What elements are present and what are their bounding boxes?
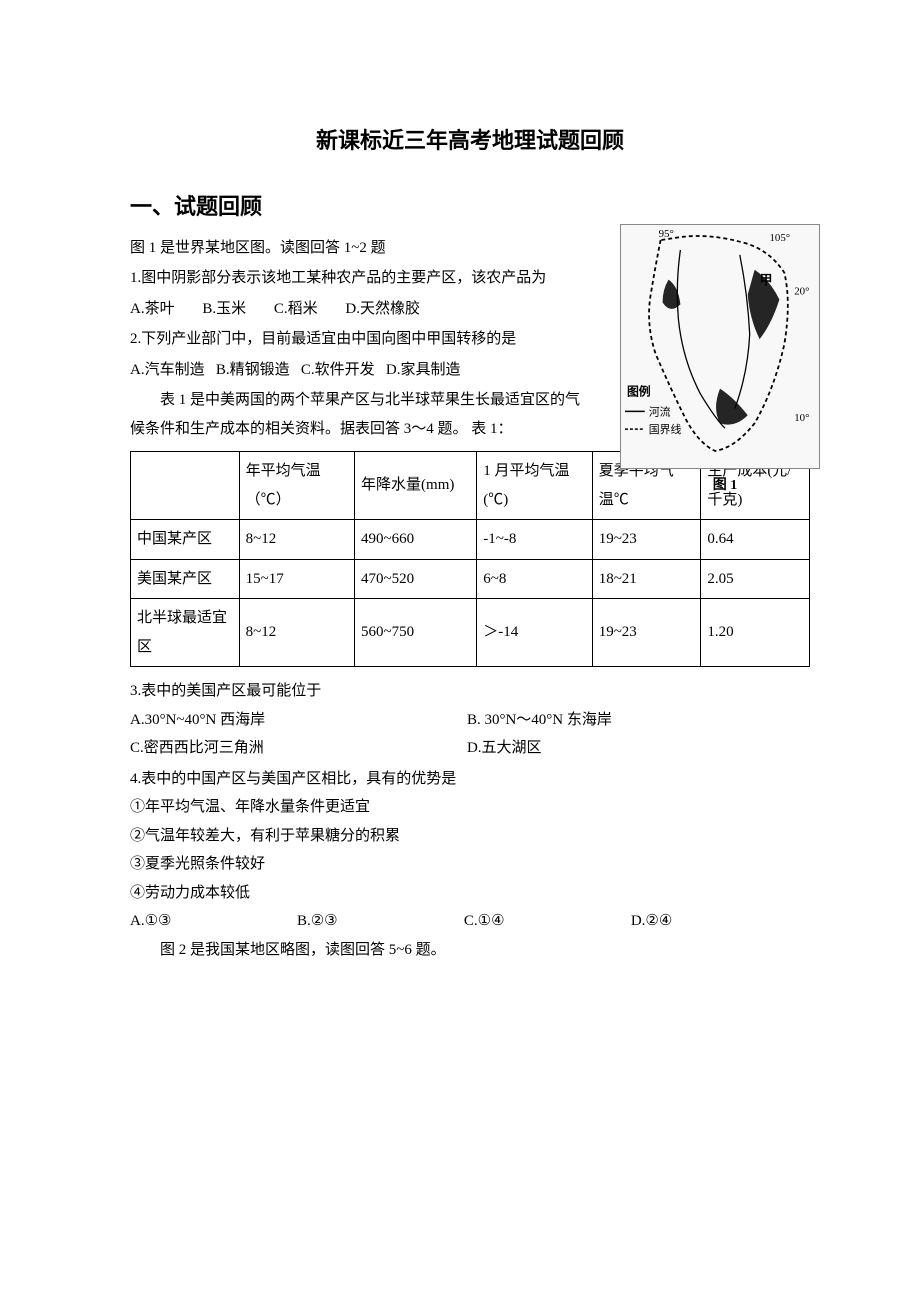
q1-opt-b: B.玉米: [202, 295, 246, 324]
legend-border: 国界线: [649, 422, 682, 436]
map-label-105: 105°: [770, 232, 791, 244]
fig2-intro: 图 2 是我国某地区略图，读图回答 5~6 题。: [130, 936, 810, 965]
th-2: 年降水量(mm): [355, 452, 477, 520]
td: 8~12: [239, 599, 354, 667]
table-intro: 表 1 是中美两国的两个苹果产区与北半球苹果生长最适宜区的气候条件和生产成本的相…: [130, 386, 590, 443]
section-heading: 一、试题回顾: [130, 186, 810, 228]
map-label-95: 95°: [659, 228, 674, 240]
page-title: 新课标近三年高考地理试题回顾: [130, 120, 810, 162]
td: 470~520: [355, 559, 477, 599]
legend-river: 河流: [649, 404, 671, 418]
q2-options: A.汽车制造 B.精钢锻造 C.软件开发 D.家具制造: [130, 356, 590, 385]
q3-opt-b: B. 30°N～40°N 东海岸: [467, 706, 800, 735]
q3-options-1: A.30°N~40°N 西海岸 B. 30°N～40°N 东海岸: [130, 706, 810, 735]
q1-stem: 1.图中阴影部分表示该地工某种农产品的主要产区，该农产品为: [130, 264, 590, 293]
figure-1-caption: 图 1: [620, 473, 830, 500]
th-0: [131, 452, 240, 520]
q1-options: A.茶叶 B.玉米 C.稻米 D.天然橡胶: [130, 295, 590, 324]
q3-opt-c: C.密西西比河三角洲: [130, 734, 463, 763]
intro-block: 95° 105° 20° 10° 甲 图例 河流 国界线 图 1 图 1 是世界…: [130, 234, 810, 444]
q3-stem: 3.表中的美国产区最可能位于: [130, 677, 810, 706]
q4-o3: ③夏季光照条件较好: [130, 850, 810, 879]
map-label-jia: 甲: [760, 273, 773, 287]
q2-opt-c: C.软件开发: [301, 362, 375, 378]
th-3: 1 月平均气温(℃): [477, 452, 592, 520]
q4-opt-b: B.②③: [297, 907, 460, 936]
q1-opt-d: D.天然橡胶: [345, 295, 420, 324]
td: ＞-14: [477, 599, 592, 667]
td: 中国某产区: [131, 520, 240, 560]
td: 6~8: [477, 559, 592, 599]
td: 18~21: [592, 559, 701, 599]
map-svg: 95° 105° 20° 10° 甲 图例 河流 国界线: [621, 225, 819, 468]
q4-o1: ①年平均气温、年降水量条件更适宜: [130, 793, 810, 822]
q4-opt-a: A.①③: [130, 907, 293, 936]
td: 490~660: [355, 520, 477, 560]
q4-o2: ②气温年较差大，有利于苹果糖分的积累: [130, 822, 810, 851]
map-label-10: 10°: [794, 412, 809, 424]
q4-opt-d: D.②④: [631, 907, 794, 936]
q1-opt-a: A.茶叶: [130, 295, 175, 324]
figure-1: 95° 105° 20° 10° 甲 图例 河流 国界线 图 1: [620, 224, 830, 500]
q3-opt-a: A.30°N~40°N 西海岸: [130, 706, 463, 735]
q2-opt-a: A.汽车制造: [130, 362, 205, 378]
table-row: 北半球最适宜区 8~12 560~750 ＞-14 19~23 1.20: [131, 599, 810, 667]
td: 北半球最适宜区: [131, 599, 240, 667]
td: 19~23: [592, 599, 701, 667]
map-figure: 95° 105° 20° 10° 甲 图例 河流 国界线: [620, 224, 820, 469]
td: 2.05: [701, 559, 810, 599]
q2-opt-d: D.家具制造: [386, 362, 461, 378]
q4-o4: ④劳动力成本较低: [130, 879, 810, 908]
q2-stem: 2.下列产业部门中，目前最适宜由中国向图中甲国转移的是: [130, 325, 590, 354]
table-row: 美国某产区 15~17 470~520 6~8 18~21 2.05: [131, 559, 810, 599]
q2-opt-b: B.精钢锻造: [216, 362, 290, 378]
td: 1.20: [701, 599, 810, 667]
td: 15~17: [239, 559, 354, 599]
q4-options: A.①③ B.②③ C.①④ D.②④: [130, 907, 810, 936]
map-label-20: 20°: [794, 285, 809, 297]
td: 0.64: [701, 520, 810, 560]
q4-opt-c: C.①④: [464, 907, 627, 936]
table-row: 中国某产区 8~12 490~660 -1~-8 19~23 0.64: [131, 520, 810, 560]
q4-stem: 4.表中的中国产区与美国产区相比，具有的优势是: [130, 765, 810, 794]
td: 560~750: [355, 599, 477, 667]
q3-opt-d: D.五大湖区: [467, 734, 800, 763]
td: 美国某产区: [131, 559, 240, 599]
td: -1~-8: [477, 520, 592, 560]
td: 19~23: [592, 520, 701, 560]
fig1-intro: 图 1 是世界某地区图。读图回答 1~2 题: [130, 234, 590, 263]
q1-opt-c: C.稻米: [274, 295, 318, 324]
th-1: 年平均气温（℃）: [239, 452, 354, 520]
td: 8~12: [239, 520, 354, 560]
legend-title: 图例: [627, 384, 651, 398]
q3-options-2: C.密西西比河三角洲 D.五大湖区: [130, 734, 810, 763]
